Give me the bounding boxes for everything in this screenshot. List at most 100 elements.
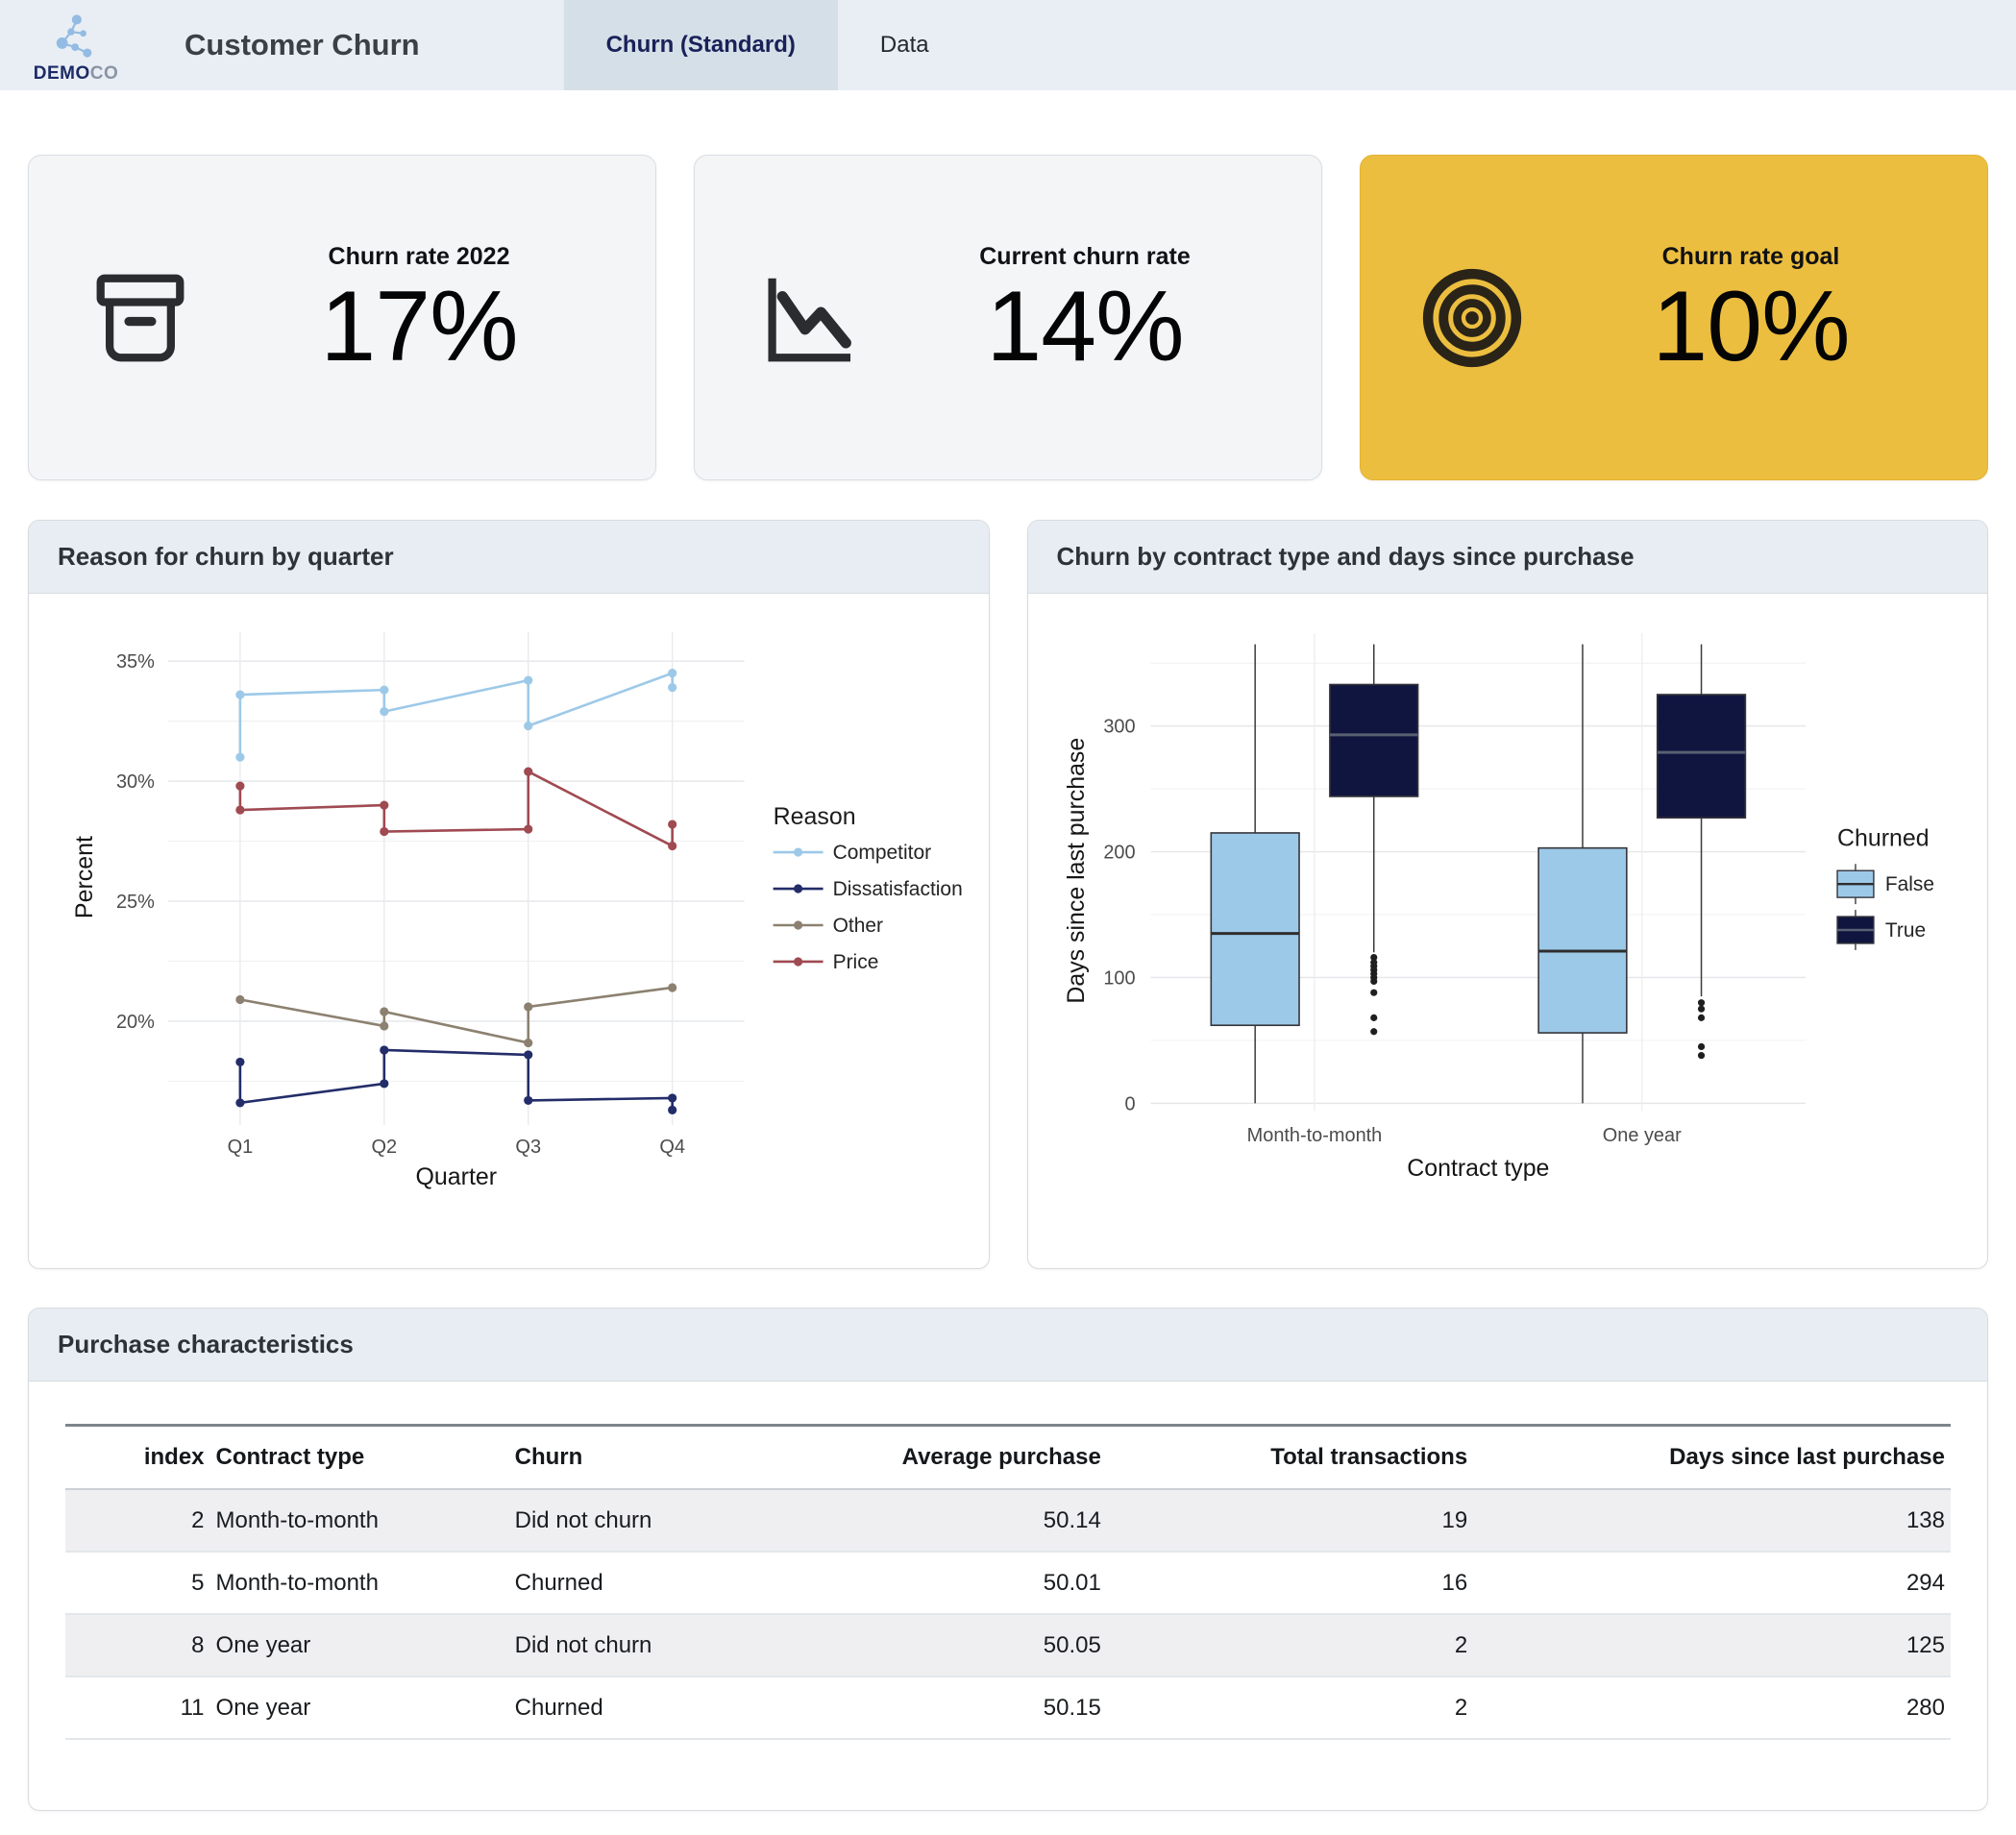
table-cell: Churned [514,1694,603,1721]
table-cell: Churned [514,1569,603,1596]
box-one-year-churned-false [1537,644,1628,1104]
table-cell: 50.15 [1043,1694,1101,1721]
table-cell: Did not churn [514,1506,652,1533]
table-cell: 8 [191,1631,205,1658]
svg-text:35%: 35% [116,651,155,673]
svg-text:Reason: Reason [774,803,856,830]
kpi-card-churn-rate-2022: Churn rate 2022 17% [28,155,656,480]
col-header-contract-type: Contract type [215,1444,365,1470]
svg-text:One year: One year [1602,1125,1681,1146]
table-cell: 50.05 [1043,1631,1101,1658]
kpi-row: Churn rate 2022 17% Current churn rate 1… [28,155,1988,480]
purchase-table: index Contract type Churn Average purcha… [65,1424,1951,1740]
purchase-table-body: 2 Month-to-month Did not churn 50.14 19 138 5 M… [65,1489,1951,1739]
svg-text:100: 100 [1103,967,1135,989]
svg-text:Q2: Q2 [371,1137,397,1158]
table-cell: 294 [1905,1569,1945,1596]
table-cell: 2 [191,1506,205,1533]
table-row: 5 Month-to-month Churned 50.01 16 294 [65,1552,1951,1614]
legend-churned: Churned False True [1835,824,1933,950]
table-cell: 11 [180,1694,205,1721]
reason-line-chart: 20% 25% 30% 35% Q1 Q2 Q3 Q4 Quarter Percent Reason… [71,632,963,1190]
logo-text-co: CO [89,63,119,84]
table-cell: 138 [1905,1506,1945,1533]
col-header-average-purchase: Average purchase [901,1444,1101,1470]
svg-text:Month-to-month: Month-to-month [1246,1125,1382,1146]
table-cell: 16 [1441,1569,1468,1596]
page-title: Customer Churn [184,28,420,61]
svg-text:30%: 30% [116,771,155,793]
table-cell: 125 [1905,1631,1945,1658]
svg-text:0: 0 [1124,1093,1135,1114]
table-cell: Month-to-month [215,1506,379,1533]
col-header-churn: Churn [514,1444,583,1470]
boxplot-chart-body: 0 100 200 300 Month-to-month One year Contract… [1028,594,1988,1268]
svg-text:Percent: Percent [71,836,98,918]
table-cell: Did not churn [514,1631,652,1658]
kpi-card-current-churn-rate: Current churn rate 14% [694,155,1322,480]
kpi-label: Churn rate goal [1661,242,1840,270]
svg-text:Q4: Q4 [659,1137,685,1158]
logo-text-demo: DEMO [33,63,90,84]
table-row: 8 One year Did not churn 50.05 2 125 [65,1614,1951,1676]
table-cell: 2 [1454,1631,1468,1658]
table-cell: One year [215,1631,311,1658]
svg-text:Q1: Q1 [228,1137,254,1158]
svg-text:20%: 20% [116,1012,155,1033]
panel-title: Reason for churn by quarter [58,542,394,571]
table-cell: 50.14 [1043,1506,1101,1533]
svg-text:Dissatisfaction: Dissatisfaction [833,878,963,900]
series-price [235,767,677,851]
panel-purchase-characteristics: Purchase characteristics index Contract … [28,1308,1988,1811]
svg-text:200: 200 [1103,843,1135,864]
tab-churn-standard[interactable]: Churn (Standard) [563,0,838,90]
svg-text:Price: Price [833,951,879,973]
reason-line-chart-body: 20% 25% 30% 35% Q1 Q2 Q3 Q4 Quarter Percent Reason… [29,594,989,1268]
kpi-value: 17% [320,270,518,382]
series-other [235,983,677,1048]
panel-reason-for-churn: Reason for churn by quarter 20% 25% 30% 35%… [28,520,990,1269]
dashboard: Churn rate 2022 17% Current churn rate 1… [0,155,2016,1811]
svg-text:True: True [1884,919,1925,942]
box-month-to-month-churned-false [1210,644,1300,1104]
logo-molecule-icon [56,14,92,58]
svg-text:False: False [1884,873,1933,895]
kpi-label: Current churn rate [979,242,1191,270]
table-row: 11 One year Churned 50.15 2 280 [65,1676,1951,1739]
kpi-value: 10% [1652,270,1850,382]
gridlines [167,632,745,1125]
table-cell: 2 [1454,1694,1468,1721]
table-cell: 280 [1905,1694,1945,1721]
col-header-days-since-last-purchase: Days since last purchase [1669,1444,1945,1470]
table-cell: Month-to-month [215,1569,379,1596]
svg-text:Other: Other [833,915,883,937]
table-cell: 5 [191,1569,205,1596]
box-month-to-month-churned-true [1328,644,1418,1036]
kpi-value: 14% [986,270,1184,382]
svg-text:Quarter: Quarter [415,1163,497,1190]
box-one-year-churned-true [1656,644,1746,1060]
logo-text: DEMOCO [34,64,119,83]
svg-text:300: 300 [1103,717,1135,738]
archive-box-icon [96,274,184,361]
col-header-index: index [143,1444,205,1470]
churn-boxplot-chart: 0 100 200 300 Month-to-month One year Contract… [1062,633,1933,1182]
table-header-row: index Contract type Churn Average purcha… [65,1425,1951,1489]
svg-text:Q3: Q3 [515,1137,541,1158]
table-cell: 19 [1441,1506,1468,1533]
kpi-label: Churn rate 2022 [328,242,510,270]
tab-data[interactable]: Data [879,32,929,58]
svg-text:25%: 25% [116,892,155,913]
svg-text:Contract type: Contract type [1407,1155,1549,1182]
col-header-total-transactions: Total transactions [1270,1444,1468,1470]
panel-title: Churn by contract type and days since pu… [1056,542,1635,571]
series-dissatisfaction [235,1045,677,1115]
charts-row: Reason for churn by quarter 20% 25% 30% 35%… [28,520,1988,1269]
tab-bar: Churn (Standard) Data [563,0,971,90]
svg-text:Churned: Churned [1837,824,1930,851]
kpi-card-churn-rate-goal: Churn rate goal 10% [1360,155,1988,480]
chart-down-icon [768,278,851,361]
series-competitor [235,669,677,762]
svg-text:Days since last purchase: Days since last purchase [1062,738,1089,1004]
app-header: DEMOCO Customer Churn Churn (Standard) D… [0,0,2016,90]
